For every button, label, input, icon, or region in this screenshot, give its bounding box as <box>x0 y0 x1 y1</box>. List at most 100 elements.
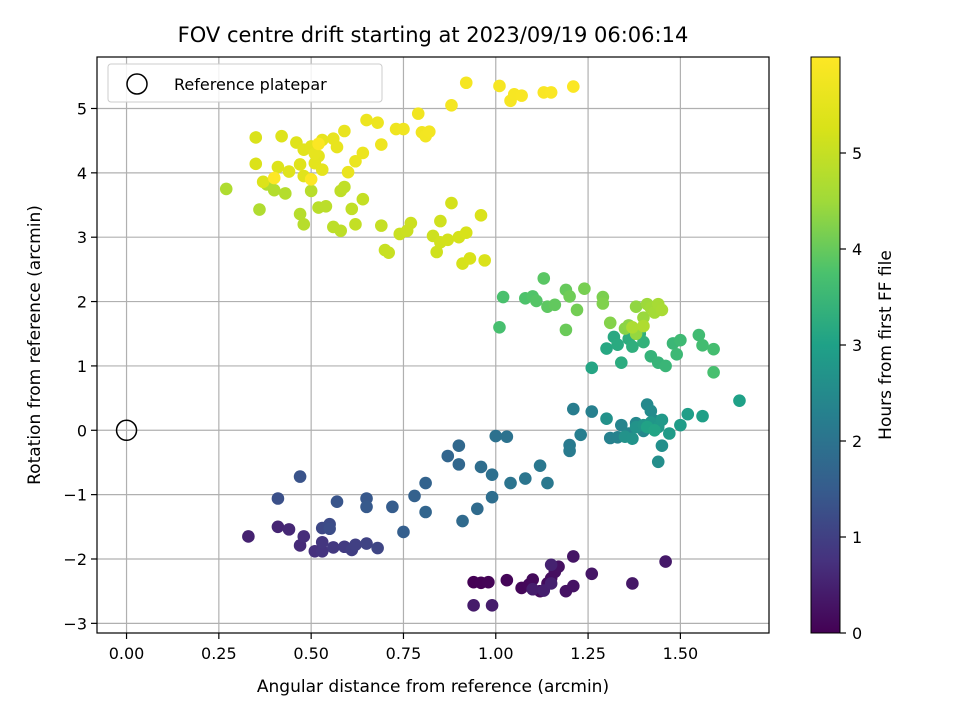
data-point <box>585 567 599 581</box>
data-point <box>349 538 362 552</box>
data-point <box>485 468 499 481</box>
y-tick-label: 0 <box>77 421 87 440</box>
chart-title: FOV centre drift starting at 2023/09/19 … <box>178 23 689 47</box>
data-point <box>304 184 318 198</box>
data-point <box>282 523 296 536</box>
data-point <box>659 359 672 373</box>
data-point <box>570 303 584 317</box>
data-point <box>452 439 466 453</box>
reference-platepar-marker <box>115 419 138 442</box>
data-point <box>304 172 318 186</box>
data-point <box>297 218 311 231</box>
data-point <box>349 154 362 168</box>
data-point <box>655 413 669 427</box>
y-tick-label: 4 <box>77 164 87 183</box>
data-point <box>382 246 395 259</box>
data-point <box>315 544 329 558</box>
data-point <box>541 476 554 490</box>
data-point <box>493 79 506 93</box>
data-point <box>256 175 270 189</box>
data-point <box>411 107 425 120</box>
data-point <box>567 550 580 563</box>
data-point <box>567 402 580 416</box>
data-point <box>456 514 469 528</box>
data-point <box>648 423 661 437</box>
data-point <box>659 555 672 568</box>
colorbar-tick-label: 0 <box>852 624 862 643</box>
y-tick-label: 5 <box>77 99 87 118</box>
data-point <box>345 202 359 216</box>
data-point <box>253 203 266 216</box>
data-point <box>445 196 458 210</box>
y-tick-label: −2 <box>63 550 87 569</box>
data-point <box>419 505 432 519</box>
data-point <box>360 537 373 550</box>
data-point <box>371 116 384 129</box>
data-point <box>474 460 488 474</box>
data-point <box>626 321 639 334</box>
data-point <box>696 339 709 352</box>
y-tick-label: 1 <box>77 357 87 376</box>
data-point <box>397 525 410 539</box>
data-point <box>600 342 613 355</box>
data-point <box>626 577 639 590</box>
data-point <box>404 216 418 230</box>
data-point <box>548 298 562 312</box>
data-point <box>563 444 576 458</box>
data-point <box>356 146 370 160</box>
data-point <box>371 541 384 555</box>
data-point <box>574 428 587 442</box>
colorbar-tick-label: 2 <box>852 432 862 451</box>
x-tick-label: 0.00 <box>109 644 145 663</box>
data-point <box>489 429 503 443</box>
data-point <box>330 495 344 509</box>
data-point <box>327 541 340 554</box>
colorbar-tick-label: 4 <box>852 240 862 259</box>
data-point <box>707 366 720 379</box>
data-point <box>651 455 665 469</box>
data-point <box>293 158 307 171</box>
colorbar-tick-label: 1 <box>852 528 862 547</box>
data-point <box>615 418 628 432</box>
data-point <box>670 348 683 361</box>
data-point <box>275 129 288 143</box>
data-point <box>319 200 333 213</box>
data-point <box>267 171 281 185</box>
data-point <box>430 245 443 259</box>
data-point <box>386 500 399 514</box>
data-point <box>293 207 307 221</box>
data-point <box>626 340 639 353</box>
y-tick-label: 3 <box>77 228 87 247</box>
data-point <box>692 328 706 342</box>
data-point <box>297 530 311 543</box>
data-point <box>219 182 233 196</box>
data-point <box>485 599 499 612</box>
data-point <box>459 226 473 239</box>
data-point <box>585 361 599 375</box>
data-point <box>637 335 650 349</box>
data-point <box>419 476 432 490</box>
data-point <box>349 218 362 231</box>
data-point <box>323 522 336 536</box>
data-point <box>537 272 551 285</box>
data-point <box>478 254 491 267</box>
x-tick-label: 1.25 <box>570 644 606 663</box>
data-point <box>249 131 263 144</box>
data-point <box>500 573 514 587</box>
data-point <box>423 125 436 138</box>
data-point <box>315 535 329 549</box>
data-point <box>279 187 292 200</box>
data-point <box>482 575 495 589</box>
x-tick-label: 1.00 <box>478 644 514 663</box>
data-point <box>315 163 329 176</box>
legend-reference-marker <box>126 73 148 95</box>
legend-label: Reference platepar <box>174 75 327 94</box>
y-tick-label: −1 <box>63 486 87 505</box>
data-point <box>242 530 255 543</box>
data-point <box>308 147 322 160</box>
y-axis-label: Rotation from reference (arcmin) <box>25 205 45 485</box>
data-point <box>356 192 370 206</box>
data-point <box>567 80 580 93</box>
data-point <box>441 449 455 463</box>
